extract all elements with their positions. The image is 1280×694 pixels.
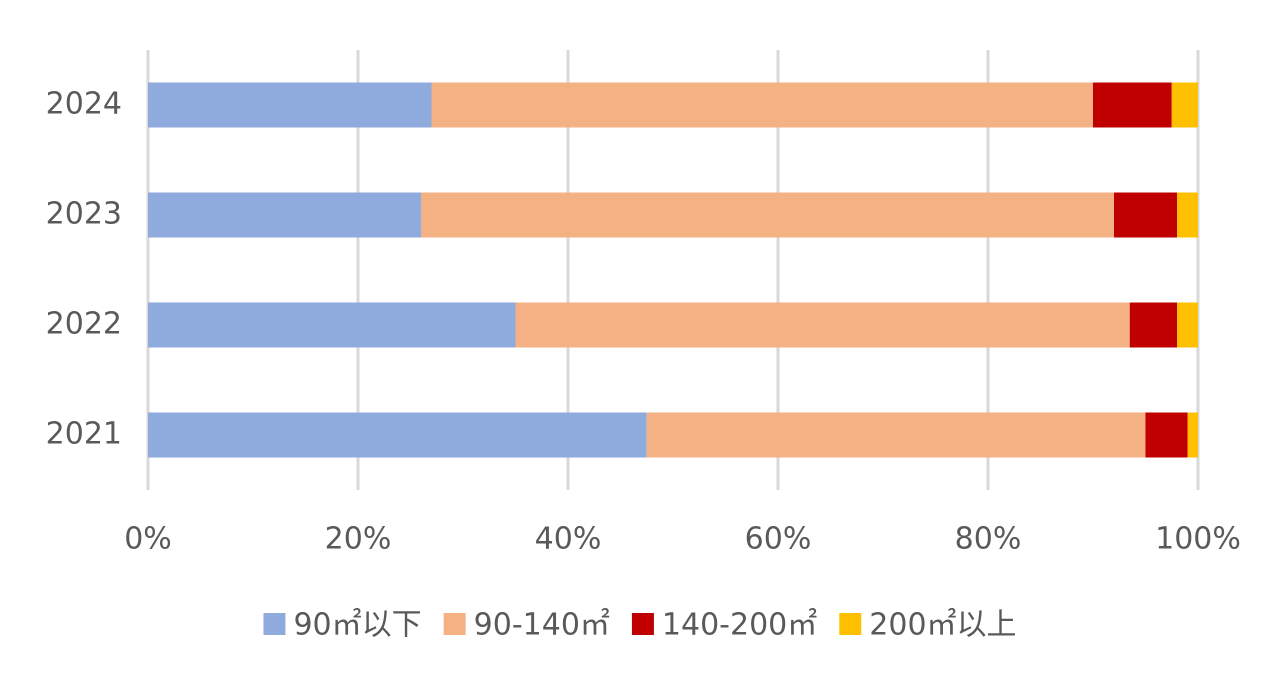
legend-swatch [263,613,286,635]
legend-label: 200㎡以上 [869,608,1016,643]
bar-segment [1177,302,1198,348]
bar-segment [148,82,432,128]
legend-swatch [839,613,862,635]
legend-label: 90㎡以下 [293,608,421,643]
y-tick-label: 2022 [46,307,122,342]
bar-segment [1177,192,1198,238]
x-tick-label: 100% [1155,522,1241,557]
x-tick-label: 80% [955,522,1022,557]
bar-segment [1187,412,1198,458]
legend-label: 90-140㎡ [474,608,610,643]
bar-segment [431,82,1093,128]
legend-swatch [443,613,466,635]
bar-segment [1145,412,1188,458]
x-tick-label: 40% [535,522,602,557]
bar-segment [148,192,421,238]
bar-segment [1129,302,1177,348]
bar-segment [148,302,516,348]
x-tick-label: 0% [124,522,172,557]
x-tick-label: 20% [325,522,392,557]
bar-segment [1171,82,1198,128]
legend-swatch [631,613,654,635]
y-tick-label: 2023 [46,197,122,232]
y-tick-label: 2021 [46,417,122,452]
bar-segment [421,192,1114,238]
y-tick-label: 2024 [46,87,122,122]
bar-segment [148,412,647,458]
bar-segment [1114,192,1177,238]
bar-segment [646,412,1146,458]
legend-label: 140-200㎡ [662,608,817,643]
bar-segment [1093,82,1172,128]
bar-segment [515,302,1130,348]
x-tick-label: 60% [745,522,812,557]
